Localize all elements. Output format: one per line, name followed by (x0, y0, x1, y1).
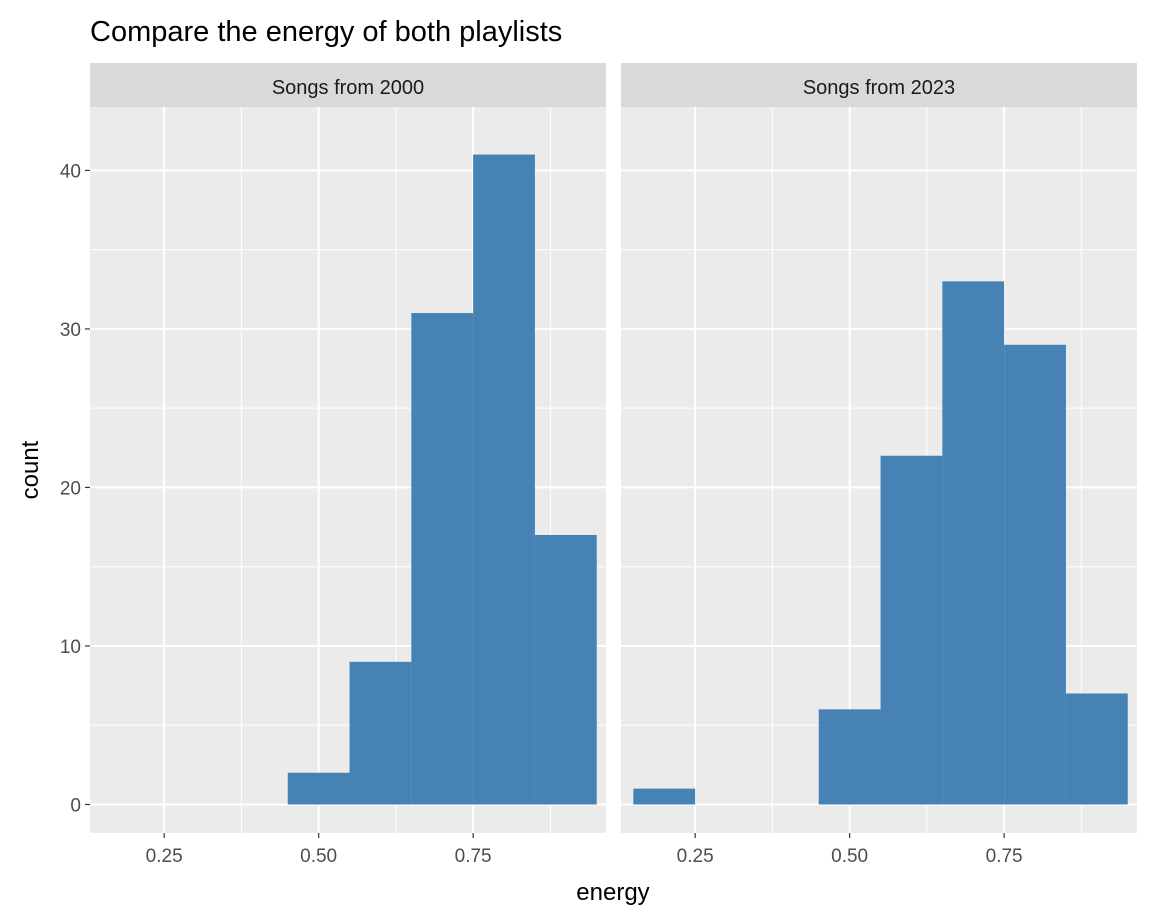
x-axis-title: energy (576, 879, 649, 906)
facet-panel-1: Songs from 2000 0.25 0.50 0.75 (90, 63, 606, 867)
x-tick-label: 0.25 (677, 846, 714, 867)
x-tick-label: 0.25 (146, 846, 183, 867)
chart-title: Compare the energy of both playlists (90, 16, 562, 48)
x-tick-label: 0.50 (831, 846, 868, 867)
histogram-bar (880, 455, 943, 805)
y-tick-label: 20 (60, 478, 81, 499)
y-tick-label: 0 (70, 795, 81, 816)
histogram-bar (473, 154, 535, 805)
y-axis-title: count (17, 440, 44, 499)
histogram-bar (1004, 344, 1066, 805)
y-tick-label: 30 (60, 320, 81, 341)
facet-panel-2: Songs from 2023 0.25 0.50 0.75 (621, 63, 1137, 867)
y-tick-label: 40 (60, 161, 81, 182)
histogram-bar (818, 709, 881, 805)
facet-strip (90, 63, 606, 107)
facet-strip-label: Songs from 2000 (272, 77, 424, 99)
histogram-bar (942, 281, 1005, 805)
y-tick-label: 10 (60, 637, 81, 658)
y-axis: 0 10 20 30 40 (60, 161, 90, 816)
facet-strip (621, 63, 1137, 107)
histogram-bar (633, 788, 696, 805)
histogram-bar (534, 534, 597, 805)
histogram-bar (349, 661, 412, 805)
x-tick-label: 0.75 (986, 846, 1023, 867)
facet-strip-label: Songs from 2023 (803, 77, 955, 99)
histogram-bar (287, 772, 350, 805)
x-tick-label: 0.75 (455, 846, 492, 867)
histogram-bar (1065, 693, 1128, 805)
x-tick-label: 0.50 (300, 846, 337, 867)
histogram-bar (411, 313, 474, 805)
